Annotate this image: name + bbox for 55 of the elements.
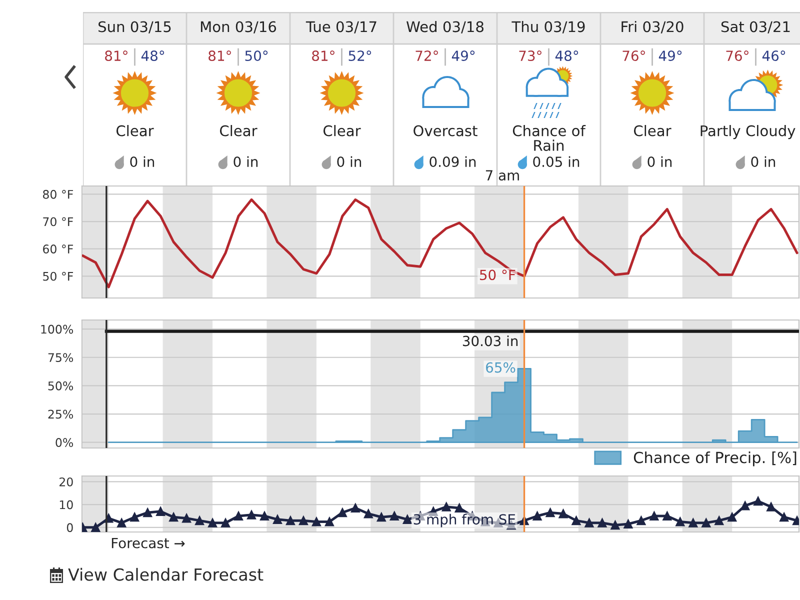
- data-label: 0 in: [648, 156, 672, 168]
- category-label: Tue 03/17: [306, 21, 376, 34]
- y-tick-label: 10: [60, 500, 73, 510]
- data-label: 76°: [726, 50, 748, 62]
- text: Clear: [220, 125, 258, 136]
- ref-line-label: 30.03 in: [462, 335, 518, 346]
- text: Clear: [116, 125, 154, 136]
- text: Partly Cloudy: [700, 125, 796, 140]
- y-tick-label: 80 °F: [43, 190, 73, 199]
- data-label: 81°: [208, 50, 231, 62]
- data-label: 0 in: [337, 156, 362, 168]
- category-label: Sat 03/21: [721, 21, 790, 34]
- data-label: 50°: [245, 50, 268, 62]
- data-label: 3 mph from SE: [414, 514, 516, 528]
- data-label: 65%: [486, 362, 516, 373]
- y-tick-label: 0: [66, 523, 73, 532]
- y-tick-label: 20: [60, 477, 73, 486]
- data-label: 0.09 in: [430, 156, 476, 168]
- data-label: 52°: [348, 50, 372, 62]
- data-label: 0 in: [234, 156, 258, 168]
- data-label: 76°: [622, 50, 645, 62]
- category-label: Wed 03/18: [406, 20, 484, 34]
- y-tick-label: 50 °F: [43, 272, 73, 281]
- y-tick-label: 100%: [41, 324, 74, 334]
- text: View Calendar Forecast: [68, 568, 264, 581]
- data-label: 81°: [105, 50, 128, 62]
- data-label: 48°: [141, 50, 164, 62]
- data-label: 0.05 in: [533, 156, 580, 168]
- text: Clear: [324, 125, 361, 136]
- text: Chance of Rain: [512, 125, 586, 151]
- text: Forecast →: [112, 538, 185, 548]
- y-tick-label: 25%: [48, 410, 74, 419]
- text: 7 am: [486, 170, 519, 181]
- y-tick-label: 60 °F: [43, 244, 73, 254]
- data-label: 73°: [519, 50, 542, 62]
- data-label: 49°: [452, 50, 475, 62]
- data-label: 0 in: [130, 156, 154, 168]
- data-label: 46°: [762, 50, 786, 62]
- category-label: Thu 03/19: [512, 20, 585, 34]
- data-label: 50 °F: [480, 270, 516, 280]
- legend-label: Chance of Precip. [%]: [634, 451, 796, 466]
- data-label: 72°: [416, 50, 438, 61]
- data-label: 0 in: [751, 156, 776, 168]
- y-tick-label: 50%: [48, 381, 74, 390]
- y-tick-label: 70 °F: [43, 217, 73, 226]
- data-label: 48°: [555, 50, 578, 62]
- text: Overcast: [414, 125, 478, 136]
- text: Clear: [634, 125, 672, 136]
- y-tick-label: 75%: [48, 353, 74, 362]
- data-label: 81°: [312, 50, 334, 62]
- category-label: Sun 03/15: [98, 21, 171, 34]
- y-tick-label: 0%: [56, 438, 74, 447]
- category-label: Fri 03/20: [622, 20, 684, 34]
- category-label: Mon 03/16: [200, 21, 276, 34]
- data-label: 49°: [658, 50, 682, 62]
